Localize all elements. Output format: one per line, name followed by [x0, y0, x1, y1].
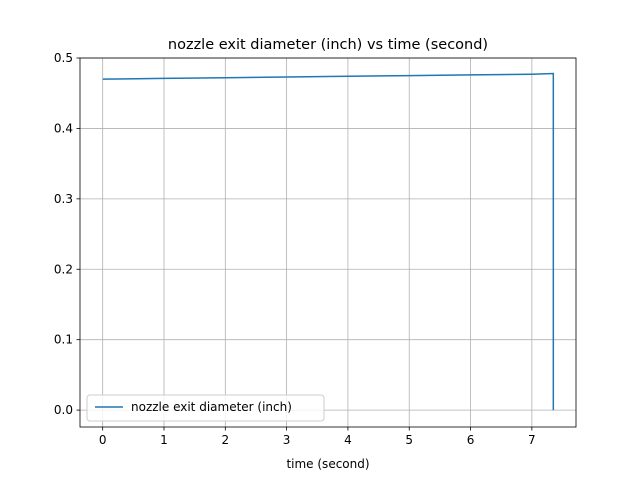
y-tick-label: 0.0: [54, 403, 73, 417]
legend-box: [86, 394, 325, 422]
x-tick-label: 3: [283, 433, 291, 447]
x-axis-label: time (second): [286, 457, 369, 471]
y-tick-label: 0.4: [54, 121, 73, 135]
legend: nozzle exit diameter (inch): [86, 394, 325, 422]
x-tick-label: 6: [467, 433, 475, 447]
chart-title: nozzle exit diameter (inch) vs time (sec…: [168, 37, 488, 53]
ticks: 0 1 2 3 4 5 6 7 0.0 0.1 0.2 0.3 0.4 0.5: [54, 51, 536, 447]
plot-frame: [79, 57, 577, 428]
y-tick-label: 0.2: [54, 262, 73, 276]
x-tick-label: 1: [160, 433, 168, 447]
x-tick-label: 7: [528, 433, 536, 447]
series-line: [102, 72, 555, 411]
y-tick-label: 0.1: [54, 333, 73, 347]
x-tick-label: 0: [99, 433, 107, 447]
y-tick-label: 0.5: [54, 51, 73, 65]
x-tick-label: 4: [344, 433, 352, 447]
legend-label: nozzle exit diameter (inch): [131, 400, 292, 414]
x-tick-label: 5: [405, 433, 413, 447]
series-layer: [102, 72, 555, 411]
y-tick-label: 0.3: [54, 192, 73, 206]
x-tick-label: 2: [221, 433, 229, 447]
